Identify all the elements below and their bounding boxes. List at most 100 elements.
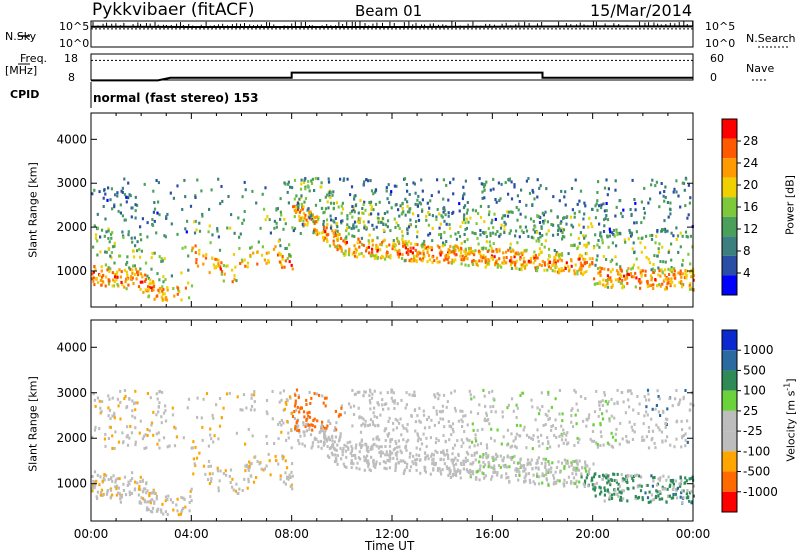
power-cell <box>489 234 492 238</box>
power-cell <box>425 218 428 222</box>
velocity-cell <box>100 488 104 492</box>
power-cell <box>307 180 310 183</box>
velocity-cell <box>482 453 485 456</box>
power-cell <box>358 252 361 256</box>
power-cell <box>580 266 583 270</box>
power-cell <box>264 186 267 190</box>
power-cell <box>585 261 588 264</box>
power-cell <box>198 221 201 225</box>
velocity-cell <box>524 474 527 478</box>
power-cell <box>322 236 325 240</box>
power-cell <box>640 221 643 225</box>
power-cell <box>507 192 510 196</box>
power-cell <box>113 261 116 265</box>
velocity-cell <box>157 410 160 414</box>
power-cell <box>299 232 302 235</box>
velocity-cell <box>137 487 141 491</box>
velocity-cell <box>309 402 312 405</box>
power-cell <box>406 210 410 214</box>
power-cell <box>466 238 469 242</box>
velocity-cell <box>493 464 496 468</box>
velocity-cell <box>351 389 354 392</box>
power-cell <box>383 212 386 215</box>
power-cell <box>477 249 480 253</box>
velocity-cell <box>675 420 678 424</box>
velocity-cell <box>229 468 233 472</box>
velocity-cell <box>676 496 679 500</box>
velocity-cell <box>128 490 131 494</box>
power-cell <box>451 258 454 262</box>
velocity-cell <box>333 440 336 444</box>
velocity-cell <box>437 466 440 470</box>
power-cell <box>502 251 505 255</box>
power-cell <box>622 284 625 288</box>
power-cell <box>580 263 583 267</box>
velocity-cell <box>93 486 96 490</box>
velocity-cell <box>285 476 289 480</box>
velocity-cell <box>501 410 504 414</box>
power-cell <box>609 270 613 274</box>
velocity-cell <box>134 440 137 444</box>
power-cell <box>510 259 513 263</box>
power-cell <box>202 262 205 266</box>
velocity-cell <box>621 391 624 394</box>
power-cell <box>211 257 214 260</box>
power-cell <box>406 204 409 208</box>
power-cell <box>303 200 306 204</box>
velocity-cell <box>91 475 94 478</box>
velocity-cell <box>96 396 99 400</box>
velocity-cell <box>413 390 416 394</box>
velocity-cell <box>120 494 123 498</box>
velocity-cell <box>139 475 142 479</box>
velocity-cell <box>201 425 204 429</box>
power-cell <box>294 211 297 214</box>
velocity-cell <box>406 423 409 426</box>
power-cell <box>689 285 692 289</box>
velocity-cell <box>547 442 550 445</box>
velocity-cell <box>305 398 308 402</box>
velocity-cell <box>544 423 547 426</box>
power-cell <box>536 266 539 270</box>
power-cell <box>202 254 205 258</box>
power-cell <box>314 216 317 219</box>
velocity-ytick-label: 1000 <box>56 477 87 491</box>
velocity-cell <box>618 490 621 494</box>
velocity-cell <box>473 444 476 448</box>
velocity-cell <box>334 409 337 413</box>
velocity-cell <box>183 497 186 501</box>
power-cell <box>598 280 601 284</box>
velocity-cell <box>280 419 283 422</box>
power-cell <box>556 270 559 274</box>
velocity-cell <box>566 442 569 446</box>
velocity-cell <box>211 472 214 476</box>
velocity-cell <box>308 428 311 432</box>
power-cell <box>644 269 647 273</box>
velocity-cell <box>604 399 607 403</box>
power-cell <box>449 234 452 238</box>
velocity-cell <box>608 442 611 446</box>
power-cell <box>419 251 422 255</box>
power-cell <box>323 210 326 214</box>
velocity-cell <box>282 389 285 393</box>
power-cell <box>498 199 501 203</box>
velocity-cell <box>452 446 455 450</box>
power-cell <box>222 264 225 268</box>
power-cell <box>452 177 455 181</box>
power-cell <box>157 181 160 185</box>
velocity-cell <box>571 407 574 411</box>
velocity-cell <box>325 437 328 441</box>
velocity-cell <box>394 466 397 470</box>
nsky-label: N.Sky <box>5 30 37 43</box>
power-cell <box>477 212 480 215</box>
velocity-cbar-label-end: ] <box>784 378 798 383</box>
power-cell <box>384 257 387 261</box>
power-cell <box>619 265 622 269</box>
power-cell <box>461 254 464 258</box>
velocity-cell <box>601 417 605 421</box>
power-cell <box>533 197 536 201</box>
velocity-cell <box>142 497 145 501</box>
power-cell <box>494 232 497 236</box>
power-cell <box>401 234 404 238</box>
power-cell <box>419 202 423 206</box>
velocity-cell <box>308 423 311 427</box>
